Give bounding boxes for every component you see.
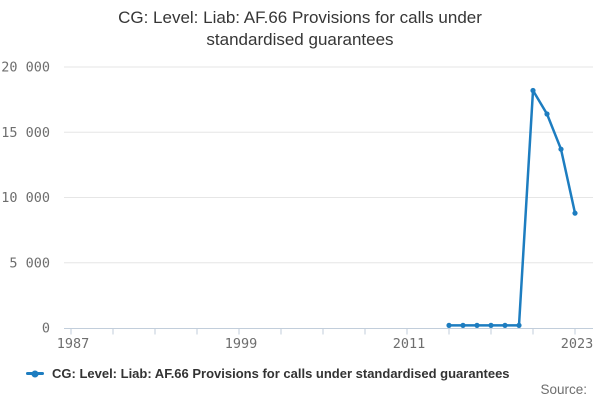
data-point-marker — [502, 322, 508, 328]
y-tick-label: 15 000 — [1, 125, 50, 141]
legend-item[interactable]: CG: Level: Liab: AF.66 Provisions for ca… — [26, 366, 510, 381]
data-point-marker — [572, 210, 578, 216]
y-tick-label: 10 000 — [1, 190, 50, 206]
line-with-dot-icon — [26, 370, 44, 377]
data-point-marker — [474, 322, 480, 328]
data-point-marker — [460, 322, 466, 328]
x-tick-label: 1999 — [225, 336, 258, 352]
chart-title-line-2: standardised guarantees — [206, 30, 394, 49]
data-point-marker — [516, 322, 522, 328]
data-point-marker — [488, 322, 494, 328]
y-tick-label: 20 000 — [1, 60, 50, 76]
gridlines — [64, 66, 593, 264]
series-line — [447, 89, 577, 327]
legend-dot-icon — [31, 370, 39, 377]
x-tick-label: 1987 — [57, 336, 90, 352]
data-point-marker — [446, 322, 452, 328]
data-point-marker — [530, 87, 536, 94]
chart-title: CG: Level: Liab: AF.66 Provisions for ca… — [0, 7, 600, 51]
source-label: Source: — [540, 382, 587, 397]
y-tick-labels: 0 5 000 10 000 15 000 20 000 — [1, 60, 50, 337]
data-series — [446, 87, 578, 328]
y-tick-label: 0 — [42, 321, 50, 337]
y-tick-label: 5 000 — [9, 255, 50, 271]
data-point-marker — [544, 111, 550, 117]
x-tick-labels: 1987 1999 2011 2023 — [57, 336, 594, 352]
x-tick-label: 2023 — [561, 336, 594, 352]
x-tick-label: 2011 — [393, 336, 426, 352]
x-axis — [64, 328, 593, 335]
chart-title-line-1: CG: Level: Liab: AF.66 Provisions for ca… — [118, 8, 482, 27]
data-point-marker — [558, 146, 564, 152]
legend-label: CG: Level: Liab: AF.66 Provisions for ca… — [52, 366, 510, 381]
